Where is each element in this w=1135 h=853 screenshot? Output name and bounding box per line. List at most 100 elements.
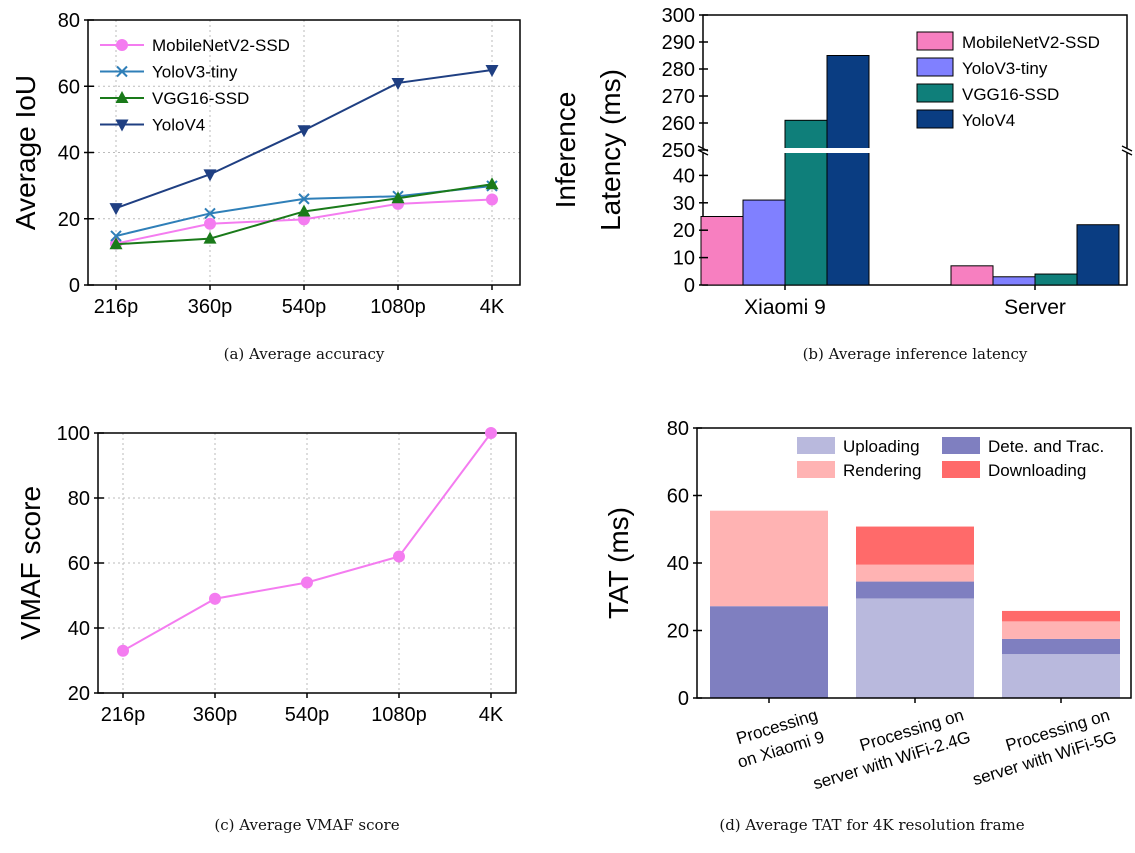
bar-segment-uploading — [1002, 654, 1120, 698]
y-tick-label: 290 — [662, 32, 695, 54]
legend: MobileNetV2-SSD YoloV3-tiny VGG16-SSD YoloV… — [100, 36, 290, 135]
x-tick-label: 540p — [285, 704, 330, 726]
axis-break-mark — [1121, 145, 1133, 152]
legend-marker — [116, 39, 128, 51]
data-point — [391, 77, 405, 90]
x-tick-label: 216p — [94, 296, 139, 318]
bar-segment-dete-and-trac — [856, 581, 974, 599]
chart-a: 0 20 40 60 80 216p 360p 540p 1080p 4K Average IoU M… — [10, 10, 521, 363]
data-point — [110, 230, 122, 242]
bar — [1034, 273, 1078, 286]
y-axis-label: Average IoU — [10, 75, 41, 230]
y-tick-label: 80 — [58, 10, 80, 32]
x-tick-label: 540p — [282, 296, 327, 318]
x-tick-label: 1080p — [371, 704, 427, 726]
y-tick-label: 250 — [662, 140, 695, 162]
legend-label: YoloV3-tiny — [962, 59, 1048, 78]
y-tick-label: 100 — [57, 423, 90, 445]
y-tick-label: 40 — [68, 618, 90, 640]
caption: (a) Average accuracy — [224, 345, 385, 363]
bar-segment-rendering — [856, 564, 974, 582]
data-point — [301, 576, 313, 589]
legend-label: Downloading — [988, 461, 1086, 480]
caption: (b) Average inference latency — [803, 345, 1028, 363]
legend-label: MobileNetV2-SSD — [962, 33, 1100, 52]
bar-segment-downloading — [1002, 610, 1120, 622]
legend-marker — [115, 91, 129, 103]
bar — [826, 55, 870, 286]
grid — [98, 432, 516, 694]
bar — [950, 265, 994, 286]
data-point — [391, 191, 405, 204]
y-tick-label: 60 — [58, 76, 80, 98]
series-YoloV4 — [109, 65, 499, 216]
legend-swatch — [942, 461, 980, 478]
x-tick-label: 360p — [193, 704, 238, 726]
legend-label: VGG16-SSD — [962, 85, 1059, 104]
legend-marker — [116, 65, 128, 78]
y-tick-label: 40 — [667, 553, 689, 575]
legend-label: YoloV3-tiny — [152, 63, 238, 82]
y-tick-label: 300 — [662, 5, 695, 27]
legend-swatch — [916, 83, 954, 103]
series-VGG16-SSD — [109, 177, 499, 250]
x-tick-label: 1080p — [370, 296, 426, 318]
y-tick-label: 80 — [667, 418, 689, 440]
legend: MobileNetV2-SSD YoloV3-tiny VGG16-SSD YoloV… — [916, 31, 1100, 130]
y-tick-label: 80 — [68, 488, 90, 510]
axis-break-band — [691, 148, 1135, 153]
x-tick-label: Xiaomi 9 — [744, 296, 826, 319]
bar-segment-rendering — [1002, 621, 1120, 639]
y-axis-label-line1: Inference — [550, 92, 581, 209]
legend-label: Dete. and Trac. — [988, 437, 1104, 456]
series-VGG16-SSD — [784, 119, 1078, 286]
data-point — [485, 177, 499, 190]
axis-break-mark — [697, 149, 709, 156]
legend-label: Rendering — [843, 461, 921, 480]
bar — [992, 276, 1036, 286]
bar-segment-dete-and-trac — [1002, 638, 1120, 655]
y-tick-label: 270 — [662, 86, 695, 108]
series-vmaf — [117, 427, 497, 657]
data-point — [297, 125, 311, 138]
series-MobileNetV2-SSD — [700, 216, 994, 286]
y-tick-label: 0 — [69, 275, 80, 297]
y-tick-label: 0 — [684, 275, 695, 297]
data-point — [485, 427, 497, 439]
y-tick-label: 20 — [667, 621, 689, 643]
y-axis-label-line2: Latency (ms) — [595, 69, 626, 231]
legend-label: Uploading — [843, 437, 920, 456]
y-tick-label: 20 — [673, 220, 695, 242]
y-tick-label: 20 — [68, 683, 90, 705]
legend-swatch — [797, 437, 835, 454]
y-tick-label: 40 — [58, 143, 80, 165]
legend-label: YoloV4 — [962, 111, 1015, 130]
data-point — [486, 193, 498, 206]
y-tick-label: 20 — [58, 209, 80, 231]
data-point — [203, 231, 217, 244]
bar-segment-uploading — [856, 598, 974, 698]
bar-segment-downloading — [856, 526, 974, 565]
data-point — [204, 207, 216, 220]
series-YoloV3-tiny — [742, 199, 1036, 286]
bar — [1076, 224, 1120, 286]
bar — [742, 199, 786, 286]
data-point — [109, 203, 123, 216]
bar — [784, 119, 828, 286]
legend-label: YoloV4 — [152, 116, 205, 135]
y-tick-label: 0 — [678, 688, 689, 710]
data-point — [117, 644, 129, 657]
legend: Uploading Dete. and Trac. Rendering Downloa… — [797, 437, 1104, 480]
data-point — [298, 193, 310, 205]
legend-marker — [115, 119, 129, 132]
x-tick-label: 4K — [480, 296, 505, 318]
x-tick-label: Server — [1004, 296, 1066, 319]
chart-b: 0 10 20 30 40 250 260 270 280 290 300 Xiaomi 9 Serve… — [550, 5, 1135, 363]
x-tick-label: 216p — [101, 704, 146, 726]
y-tick-label: 60 — [667, 486, 689, 508]
legend-swatch — [797, 461, 835, 478]
